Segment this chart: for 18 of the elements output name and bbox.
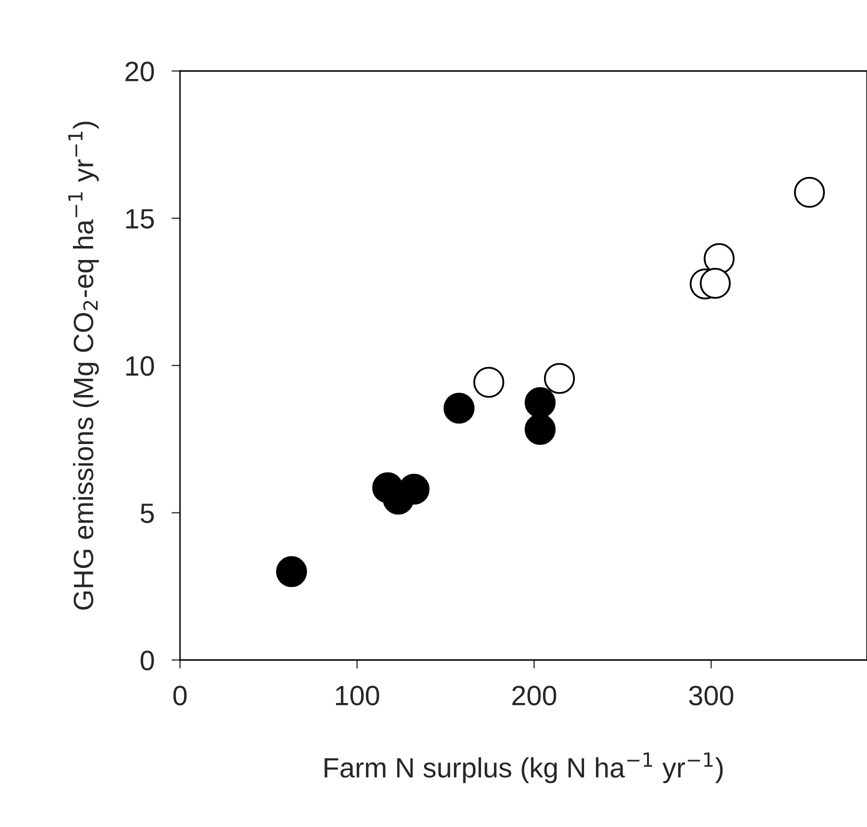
y-tick-label: 20: [126, 62, 154, 82]
point: [704, 243, 735, 274]
y-tick-label: 15: [126, 209, 154, 229]
point: [473, 366, 504, 398]
x-tick-label: 0: [173, 686, 187, 706]
x-tick-label: 200: [512, 686, 556, 706]
x-tick-label: 300: [689, 686, 734, 706]
point: [700, 268, 731, 299]
point: [444, 392, 475, 424]
point: [794, 176, 825, 208]
x-axis-title: Farm N surplus (kg N ha$^{−1}$ yr$^{−1}$): [324, 752, 723, 784]
y-tick-label: 0: [140, 650, 154, 670]
y-axis-title: GHG emissions (Mg CO$_{2}$-eq ha$^{−1}$ yr$^{−1}$): [68, 122, 99, 610]
y-tick-label: 5: [140, 504, 154, 524]
point: [276, 556, 308, 588]
point: [544, 362, 575, 394]
x-tick-label: 100: [336, 686, 380, 706]
y-tick-label: 10: [126, 356, 154, 376]
